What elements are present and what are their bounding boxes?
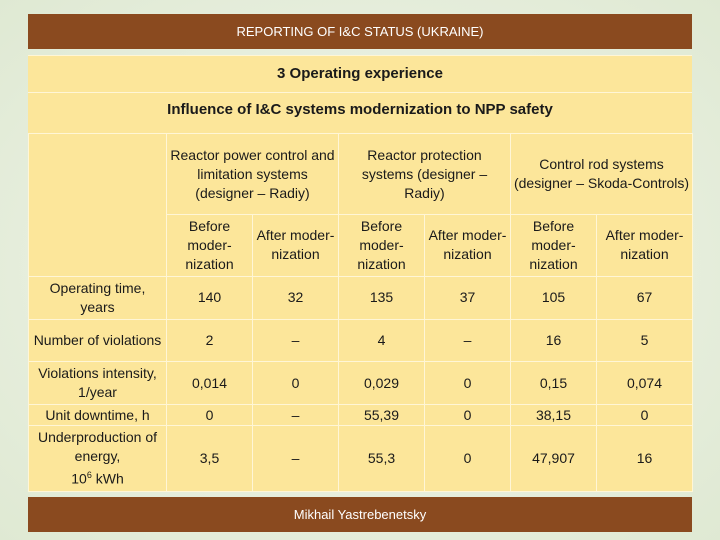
row-label: Operating time, years [28, 275, 167, 320]
row-label-unit: 10 [71, 470, 87, 487]
table-row: Operating time, years 140 32 135 37 105 … [28, 275, 693, 320]
table-row: Unit downtime, h 0 – 55,39 0 38,15 0 [28, 403, 693, 427]
table-cell: 2 [166, 318, 253, 363]
group-header-power-control: Reactor power control and limitation sys… [166, 132, 339, 216]
row-label: Underproduction of energy, 106 kWh [28, 425, 167, 492]
subhead-after: After moder­nization [252, 214, 339, 277]
footer-author: Mikhail Yastrebenetsky [293, 507, 427, 522]
subhead-before: Before moder­nization [166, 214, 253, 277]
group-header-control-rod: Control rod systems (designer – Skoda-Co… [510, 132, 693, 216]
row-label-exponent: 6 [86, 470, 92, 481]
slide-header-title: REPORTING OF I&C STATUS (UKRAINE) [236, 24, 484, 39]
table-cell: 0 [424, 425, 511, 492]
table-cell: 67 [596, 275, 693, 320]
section-subtitle: Influence of I&C systems modernization t… [167, 101, 553, 118]
subhead-before: Before moder­nization [510, 214, 597, 277]
table-cell: – [252, 403, 339, 427]
table-cell: 32 [252, 275, 339, 320]
table-cell: 0,014 [166, 361, 253, 405]
data-table: Reactor power control and limitation sys… [28, 132, 693, 492]
slide-header: REPORTING OF I&C STATUS (UKRAINE) [28, 14, 692, 49]
row-label: Unit downtime, h [28, 403, 167, 427]
table-cell: 55,3 [338, 425, 425, 492]
table-cell: – [252, 318, 339, 363]
content-panel: 3 Operating experience Influence of I&C … [28, 55, 693, 492]
subhead-before: Before moder­nization [338, 214, 425, 277]
row-label-main: Underproduction of energy, [37, 429, 158, 465]
table-cell: 5 [596, 318, 693, 363]
section-title: 3 Operating experience [28, 55, 692, 93]
table-cell: 47,907 [510, 425, 597, 492]
table-cell: 0 [166, 403, 253, 427]
subhead-after: After moder­nization [424, 214, 511, 277]
row-label: Violations intensity, 1/year [28, 361, 167, 405]
table-cell: 3,5 [166, 425, 253, 492]
table-cell: 105 [510, 275, 597, 320]
table-row: Underproduction of energy, 106 kWh 3,5 –… [28, 425, 693, 492]
table-cell: 0 [252, 361, 339, 405]
table-cell: 38,15 [510, 403, 597, 427]
table-cell: 0,029 [338, 361, 425, 405]
group-header-reactor-protection: Reactor protection systems (designer – R… [338, 132, 511, 216]
table-cell: 55,39 [338, 403, 425, 427]
row-label: Number of violations [28, 318, 167, 363]
table-cell: 4 [338, 318, 425, 363]
table-cell: – [424, 318, 511, 363]
table-row: Violations intensity, 1/year 0,014 0 0,0… [28, 361, 693, 405]
table-cell: 16 [596, 425, 693, 492]
subhead-after: After moder­nization [596, 214, 693, 277]
table-corner-cell [28, 133, 167, 277]
table-cell: 0 [424, 403, 511, 427]
table-cell: 0 [596, 403, 693, 427]
table-row: Number of violations 2 – 4 – 16 5 [28, 318, 693, 363]
table-cell: – [252, 425, 339, 492]
slide-footer: Mikhail Yastrebenetsky [28, 497, 692, 532]
table-cell: 140 [166, 275, 253, 320]
row-label-unit-tail: kWh [91, 470, 124, 487]
table-cell: 16 [510, 318, 597, 363]
table-cell: 0 [424, 361, 511, 405]
table-cell: 0,074 [596, 361, 693, 405]
table-cell: 37 [424, 275, 511, 320]
table-cell: 0,15 [510, 361, 597, 405]
table-cell: 135 [338, 275, 425, 320]
